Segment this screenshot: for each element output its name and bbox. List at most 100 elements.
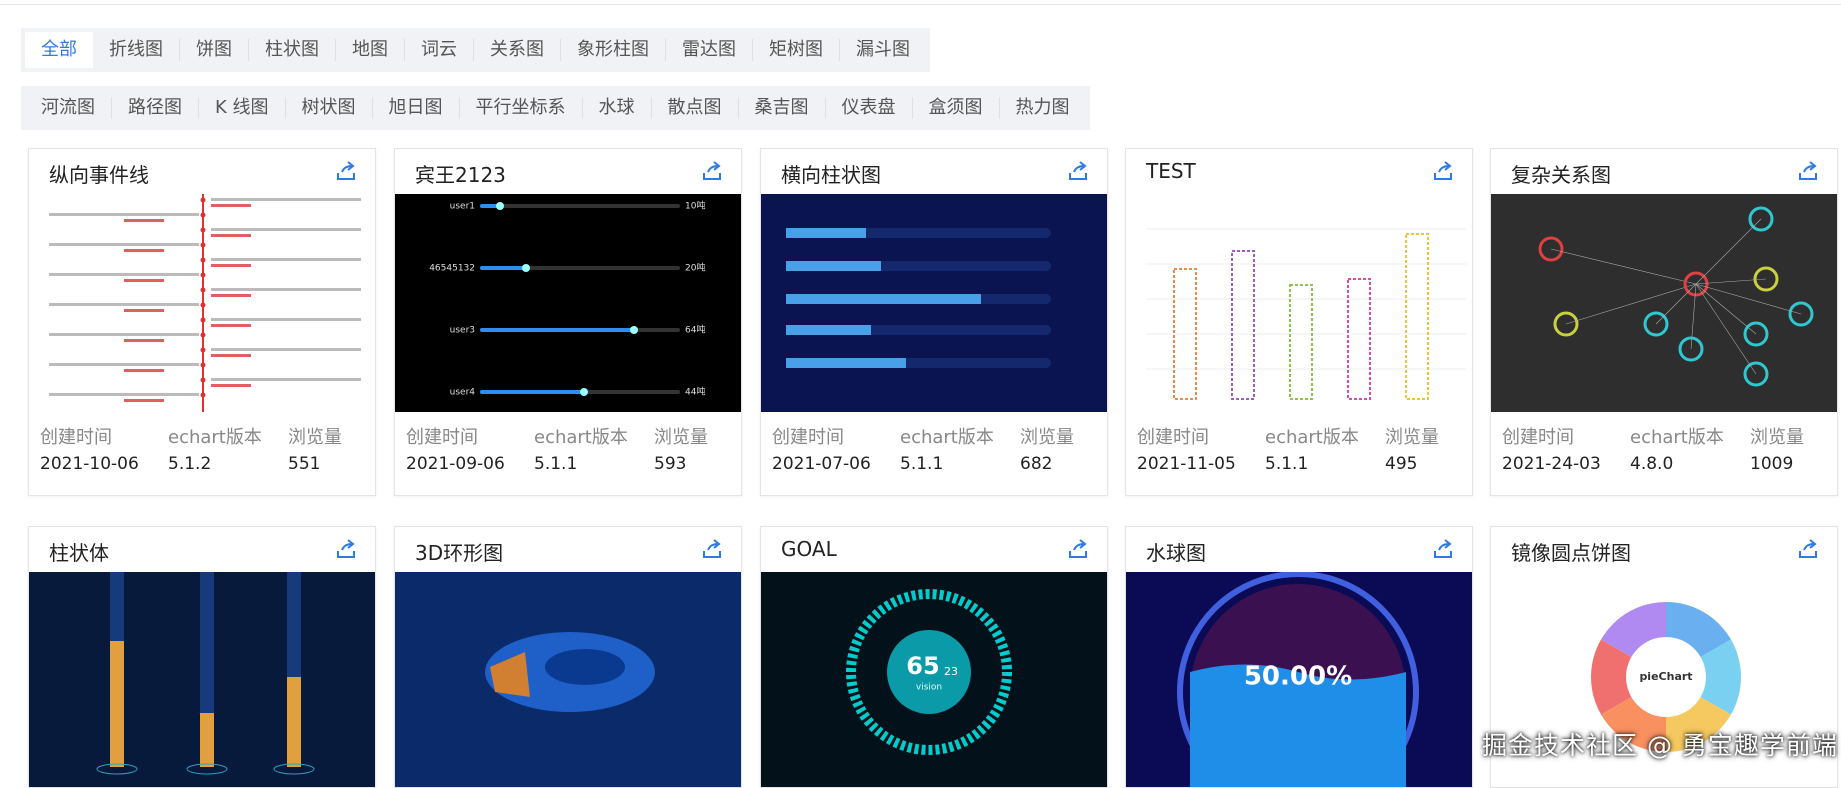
base <box>186 763 228 775</box>
tab[interactable]: 地图 <box>336 39 405 61</box>
chart-card[interactable]: 横向柱状图 创建时间 echart版本 浏览量 2021-07-06 5.1.1 682 <box>760 148 1108 496</box>
glow <box>522 264 530 272</box>
share-icon[interactable] <box>1797 160 1819 182</box>
tab[interactable]: 水球 <box>583 97 652 119</box>
tab[interactable]: 饼图 <box>180 39 249 61</box>
tab[interactable]: 象形柱图 <box>561 39 666 61</box>
share-arrow <box>1799 539 1817 558</box>
node <box>1538 236 1564 262</box>
thumb-bg <box>1491 194 1837 412</box>
card-title: 纵向事件线 <box>49 163 149 187</box>
meta-value: 1009 <box>1750 454 1794 474</box>
share-icon[interactable] <box>1432 538 1454 560</box>
meta-label: 创建时间 <box>40 427 112 448</box>
share-icon[interactable] <box>335 160 357 182</box>
tab[interactable]: 桑吉图 <box>739 97 826 119</box>
meta-value: 5.1.1 <box>900 454 944 474</box>
tab[interactable]: 盒须图 <box>913 97 1000 119</box>
tab[interactable]: 全部 <box>25 32 93 68</box>
edge <box>1695 283 1757 375</box>
thumb-text: 46545132 <box>429 264 475 274</box>
cylinder <box>110 641 124 767</box>
chart-card[interactable]: 镜像圆点饼图 pieChart <box>1490 526 1838 788</box>
share-icon[interactable] <box>1797 538 1819 560</box>
chart-card[interactable]: GOAL 65 23 vision <box>760 526 1108 788</box>
date <box>211 324 251 327</box>
tab[interactable]: 矩树图 <box>753 39 840 61</box>
tab[interactable]: 漏斗图 <box>856 39 910 60</box>
tab[interactable]: 树状图 <box>286 97 373 119</box>
meta-label: 创建时间 <box>1502 427 1574 448</box>
tab[interactable]: K 线图 <box>199 97 286 119</box>
tab[interactable]: 雷达图 <box>666 39 753 61</box>
tab[interactable]: 仪表盘 <box>826 97 913 119</box>
share-icon[interactable] <box>335 538 357 560</box>
share-arrow <box>337 161 355 180</box>
meta-value: 5.1.1 <box>1265 454 1309 474</box>
share-arrow <box>1069 539 1087 558</box>
cylinder <box>287 677 301 767</box>
ring-hole <box>545 649 625 685</box>
chart-card[interactable]: TEST 创建时间 echart版本 浏览量 2021-11-05 5.1.1 495 <box>1125 148 1473 496</box>
dot <box>200 392 206 398</box>
tab[interactable]: 河流图 <box>25 97 112 119</box>
gauge-outer <box>846 589 1012 755</box>
dot <box>200 347 206 353</box>
share-icon[interactable] <box>701 160 723 182</box>
thumb-bg <box>395 194 741 412</box>
share-icon[interactable] <box>1432 160 1454 182</box>
share-arrow <box>1069 161 1087 180</box>
date <box>124 219 164 222</box>
base <box>96 763 138 775</box>
share-arrow <box>1434 539 1452 558</box>
chart-card[interactable]: 柱状体 <box>28 526 376 788</box>
water <box>1190 664 1406 787</box>
meta-value: 4.8.0 <box>1630 454 1674 474</box>
text-line <box>211 258 361 261</box>
tab[interactable]: 旭日图 <box>373 97 460 119</box>
tab[interactable]: 路径图 <box>112 97 199 119</box>
node <box>1678 336 1704 362</box>
chart-card[interactable]: 3D环形图 <box>394 526 742 788</box>
share-icon[interactable] <box>701 538 723 560</box>
tab[interactable]: 词云 <box>405 39 474 61</box>
text-line <box>211 318 361 321</box>
tab[interactable]: 平行坐标系 <box>460 97 583 119</box>
chart-card[interactable]: 纵向事件线 创建时间 echart版本 浏览量 2021-10-06 5.1.2 551 <box>28 148 376 496</box>
hatched-bar <box>1231 250 1255 400</box>
card-title: 3D环形图 <box>415 541 504 565</box>
date <box>124 249 164 252</box>
card-title: 宾王2123 <box>415 163 506 187</box>
date <box>211 234 251 237</box>
share-arrow <box>703 161 721 180</box>
meta-value: 495 <box>1385 454 1418 474</box>
meta-value: 551 <box>288 454 321 474</box>
gauge-core <box>887 630 971 714</box>
meta-label: 创建时间 <box>406 427 478 448</box>
share-icon[interactable] <box>1067 538 1089 560</box>
share-arrow <box>1434 161 1452 180</box>
text-line <box>49 303 199 306</box>
tab[interactable]: 折线图 <box>93 39 180 61</box>
share-icon[interactable] <box>1067 160 1089 182</box>
thumb-text: vision <box>916 683 942 693</box>
chart-card[interactable]: 复杂关系图 创建时间 echart版本 浏览量 2021-24-03 4.8.0 1009 <box>1490 148 1838 496</box>
slice <box>490 652 530 697</box>
thumb-text: user4 <box>450 388 476 398</box>
tab[interactable]: 热力图 <box>1015 97 1070 118</box>
tab[interactable]: 散点图 <box>652 97 739 119</box>
chart-card[interactable]: 水球图 50.00% <box>1125 526 1473 788</box>
edge <box>1565 283 1697 325</box>
text-line <box>211 378 361 381</box>
node <box>1643 311 1669 337</box>
meta-value: 2021-09-06 <box>406 454 505 474</box>
text-line <box>49 243 199 246</box>
tab[interactable]: 关系图 <box>474 39 561 61</box>
share-arrow <box>337 539 355 558</box>
card-title: 柱状体 <box>49 541 109 565</box>
chart-card[interactable]: 宾王2123 user1 10吨 46545132 20吨 user3 64吨 user4 44… <box>394 148 742 496</box>
tab[interactable]: 柱状图 <box>249 39 336 61</box>
text-line <box>49 273 199 276</box>
node <box>1753 266 1779 292</box>
edge <box>1550 248 1697 285</box>
